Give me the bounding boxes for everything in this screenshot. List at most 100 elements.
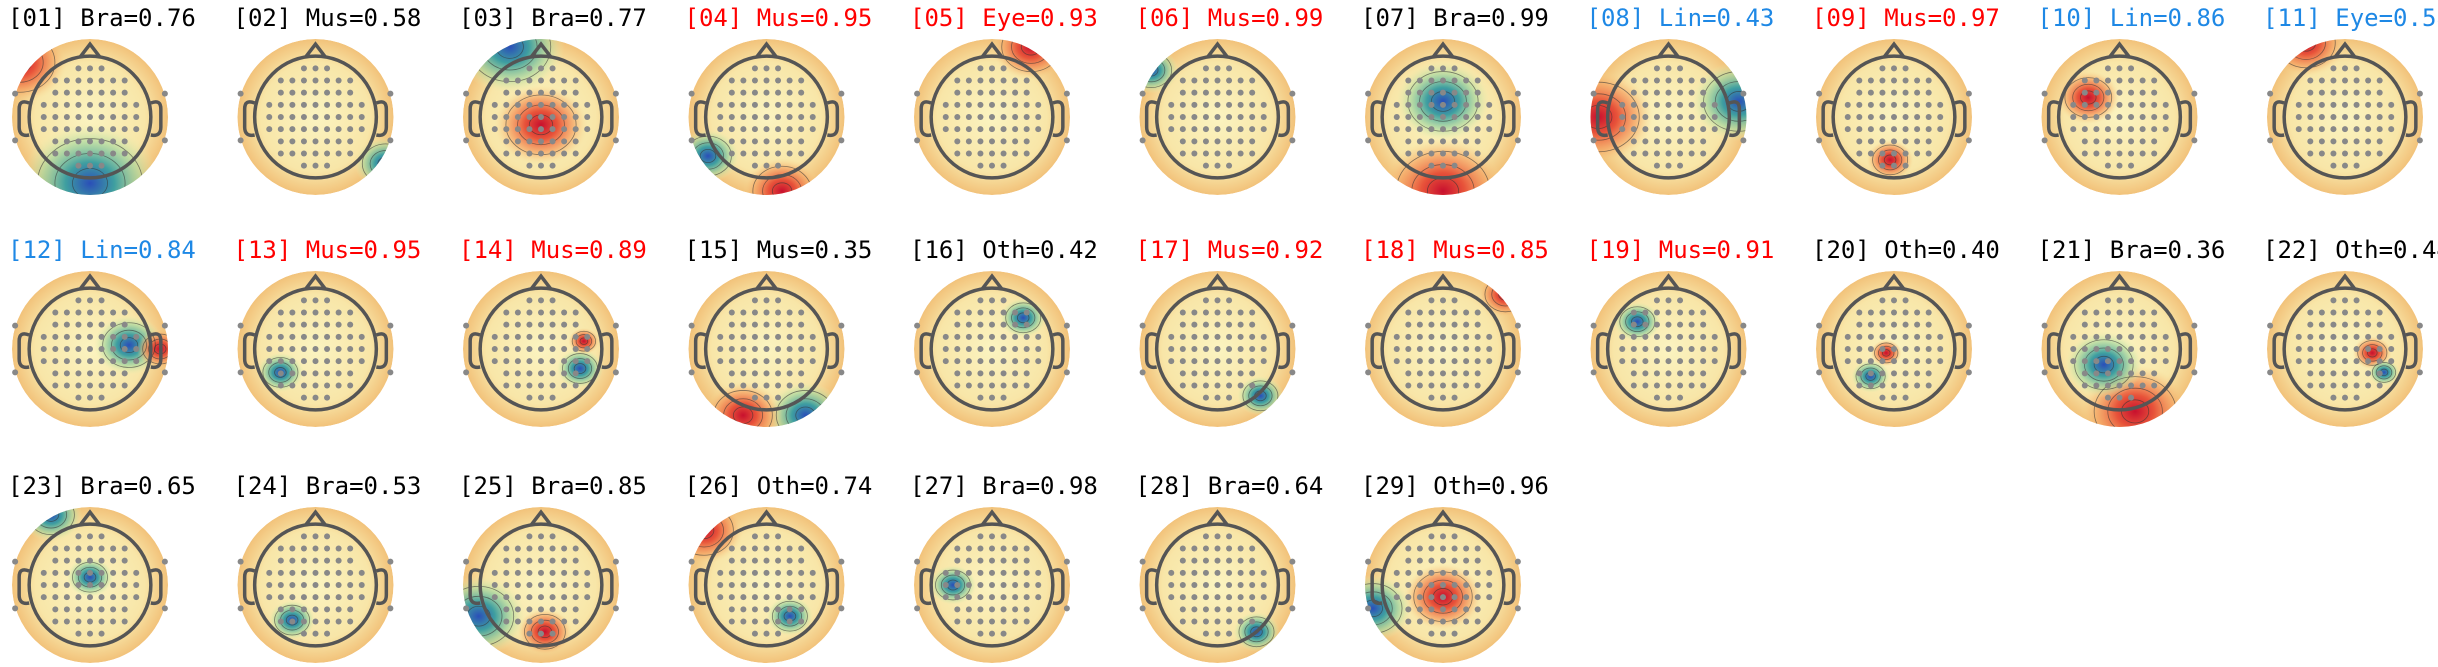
electrode (775, 77, 782, 84)
electrode (1260, 126, 1267, 133)
ear (826, 100, 840, 138)
electrode (2307, 89, 2314, 96)
electrode (2342, 309, 2348, 316)
electrode (1677, 138, 1684, 145)
electrode (12, 558, 19, 565)
ear (1277, 568, 1291, 606)
electrode (2116, 77, 2123, 84)
nose (2108, 41, 2131, 59)
electrode (289, 321, 296, 328)
electrode (751, 297, 758, 304)
electrode (2388, 114, 2395, 120)
contour (2093, 355, 2115, 374)
electrode (1891, 346, 1897, 352)
electrode (1405, 101, 1412, 108)
electrode (52, 150, 59, 157)
electrode (2116, 346, 2123, 352)
electrode (347, 545, 354, 552)
electrode (347, 333, 354, 340)
electrode (763, 89, 770, 96)
electrode (289, 557, 296, 564)
electrode (1486, 333, 1493, 340)
component-title: [13] Mus=0.95 (234, 236, 422, 264)
electrode (786, 594, 793, 601)
electrode (277, 618, 284, 625)
electrode (1665, 114, 1672, 120)
electrode (1642, 321, 1649, 328)
electrode (2342, 77, 2348, 84)
electrode (1856, 321, 1863, 328)
electrode (63, 370, 70, 377)
ear (601, 100, 614, 138)
electrode (1179, 101, 1186, 108)
electrode (572, 594, 579, 601)
electrode (572, 333, 579, 340)
electrode (1711, 358, 1718, 365)
electrode (1428, 65, 1435, 72)
electrode (63, 358, 70, 365)
electrode (2104, 333, 2111, 340)
electrode (1440, 333, 1446, 340)
nose (78, 509, 102, 527)
electrode (538, 333, 544, 340)
electrode (688, 90, 695, 97)
electrode (1474, 114, 1481, 120)
electrode (1023, 89, 1030, 96)
electrode (1428, 394, 1435, 401)
electrode (798, 101, 805, 108)
electrode (1902, 126, 1909, 133)
contour (2064, 77, 2113, 118)
electrode (1226, 321, 1233, 328)
electrode (809, 126, 816, 133)
component-title: [26] Oth=0.74 (685, 472, 873, 500)
electrode (2104, 101, 2111, 108)
electrode (728, 89, 735, 96)
electrode (584, 358, 591, 365)
electrode (1237, 77, 1244, 84)
electrode (1237, 606, 1244, 613)
electrode (1474, 77, 1481, 84)
electrode (775, 394, 782, 401)
electrode (1249, 594, 1256, 601)
ear (1052, 100, 1065, 138)
electrode (751, 582, 758, 588)
electrode (312, 162, 319, 169)
electrode (1012, 594, 1019, 601)
electrode (110, 606, 117, 613)
component: [21] Bra=0.36 (2038, 236, 2225, 427)
electrode (1879, 150, 1886, 157)
electrode (1665, 77, 1672, 84)
electrode (1289, 558, 1296, 565)
electrode (1700, 126, 1707, 133)
electrode (775, 321, 782, 328)
electrode (1249, 333, 1256, 340)
electrode (1012, 557, 1019, 564)
contour (1238, 616, 1275, 648)
electrode (1023, 382, 1030, 389)
electrode (387, 369, 394, 376)
electrode (1879, 77, 1886, 84)
electrode (1000, 65, 1007, 72)
electrode (775, 594, 782, 601)
electrode (1063, 558, 1070, 565)
electrode (526, 630, 533, 637)
ear (2179, 332, 2193, 370)
electrode (751, 630, 758, 637)
electrode (838, 558, 845, 565)
electrode (1891, 358, 1897, 365)
electrode (838, 369, 845, 376)
component-title: [04] Mus=0.95 (685, 4, 873, 32)
electrode (688, 605, 695, 612)
contour (119, 337, 139, 353)
electrode (40, 126, 47, 133)
electrode (798, 618, 805, 625)
head (2282, 54, 2408, 180)
electrode (347, 89, 354, 96)
electrode (989, 533, 995, 540)
electrode (324, 394, 331, 401)
electrode (121, 114, 128, 120)
electrode (1428, 630, 1435, 637)
electrode (1179, 114, 1186, 120)
electrode (324, 545, 331, 552)
electrode (1665, 101, 1672, 108)
